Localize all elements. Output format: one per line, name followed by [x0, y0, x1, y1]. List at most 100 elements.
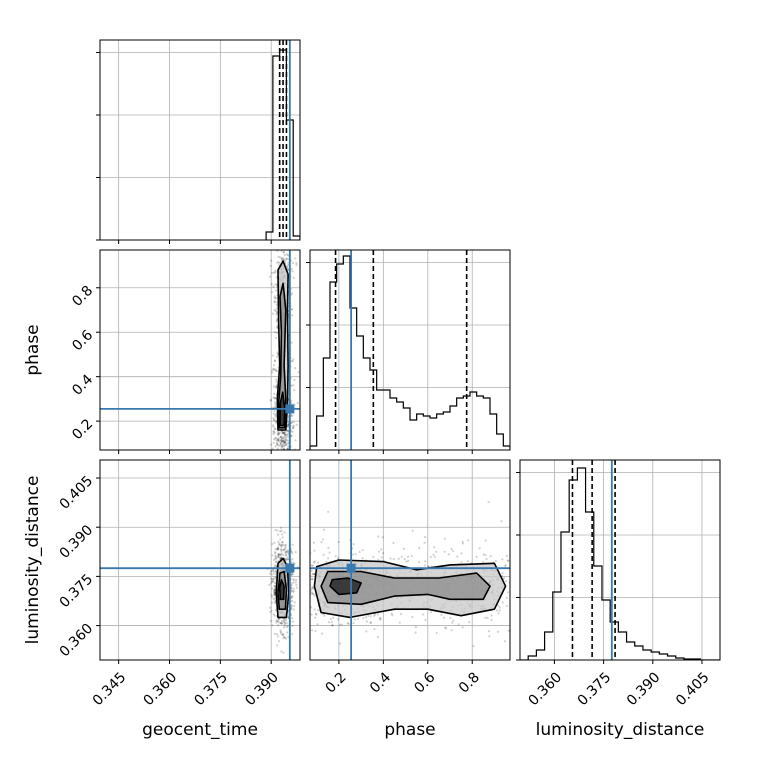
scatter-point: [311, 578, 314, 581]
panel-content: [100, 460, 300, 660]
scatter-point: [274, 336, 278, 340]
scatter-point: [279, 435, 282, 439]
scatter-point: [281, 543, 284, 546]
truth-marker: [346, 563, 356, 573]
scatter-point: [286, 558, 289, 561]
scatter-point: [281, 439, 284, 443]
scatter-point: [271, 542, 274, 546]
scatter-point: [347, 622, 350, 625]
scatter-point: [377, 535, 380, 538]
scatter-point: [311, 592, 314, 595]
scatter-point: [485, 557, 488, 561]
scatter-point: [505, 554, 508, 558]
scatter-point: [276, 325, 279, 328]
scatter-point: [273, 592, 276, 595]
scatter-point: [380, 556, 383, 559]
scatter-point: [273, 331, 277, 334]
scatter-point: [278, 543, 281, 546]
scatter-point: [414, 626, 417, 629]
scatter-point: [273, 419, 276, 422]
scatter-point: [278, 554, 281, 557]
scatter-point: [281, 431, 285, 434]
scatter-point: [451, 549, 455, 553]
scatter-point: [484, 616, 487, 619]
scatter-point: [285, 558, 288, 561]
scatter-point: [270, 443, 273, 446]
scatter-point: [275, 331, 279, 334]
scatter-point: [282, 251, 285, 254]
scatter-point: [275, 313, 278, 316]
scatter-point: [287, 435, 290, 438]
scatter-point: [290, 573, 293, 576]
scatter-point: [275, 303, 278, 306]
scatter-point: [276, 438, 279, 441]
scatter-point: [496, 630, 500, 633]
scatter-point: [292, 587, 295, 590]
scatter-point: [443, 537, 446, 540]
scatter-point: [284, 551, 287, 554]
scatter-point: [272, 558, 276, 561]
panel-content: [310, 250, 510, 450]
scatter-point: [273, 431, 276, 434]
scatter-point: [424, 618, 427, 622]
scatter-point: [272, 385, 275, 388]
scatter-point: [286, 429, 289, 433]
scatter-point: [297, 371, 300, 374]
scatter-point: [277, 640, 281, 643]
scatter-point: [275, 621, 278, 624]
scatter-point: [280, 541, 284, 544]
scatter-point: [457, 623, 460, 626]
scatter-point: [269, 610, 272, 614]
scatter-point: [277, 439, 280, 442]
scatter-point: [284, 434, 288, 437]
scatter-point: [337, 556, 340, 559]
scatter-point: [275, 420, 278, 423]
scatter-point: [275, 560, 278, 563]
scatter-point: [472, 644, 475, 648]
scatter-point: [271, 312, 275, 315]
scatter-point: [284, 553, 287, 556]
scatter-point: [282, 432, 286, 435]
scatter-point: [275, 318, 279, 321]
scatter-point: [271, 624, 274, 627]
scatter-point: [274, 427, 277, 430]
scatter-point: [274, 445, 277, 448]
scatter-point: [313, 594, 316, 597]
scatter-point: [279, 629, 282, 632]
scatter-point: [282, 553, 285, 557]
scatter-point: [316, 623, 319, 626]
scatter-point: [292, 276, 296, 280]
scatter-point: [269, 619, 273, 623]
scatter-point: [478, 547, 481, 550]
scatter-point: [281, 633, 284, 636]
scatter-point: [270, 259, 273, 262]
scatter-point: [334, 555, 337, 558]
scatter-point: [276, 326, 279, 329]
scatter-point: [279, 556, 282, 560]
scatter-point: [284, 437, 287, 440]
scatter-point: [275, 380, 278, 383]
scatter-point: [284, 441, 287, 445]
scatter-point: [487, 500, 490, 504]
scatter-point: [276, 529, 279, 532]
scatter-point: [486, 616, 489, 619]
panel-frame: [99, 249, 301, 451]
scatter-point: [315, 613, 318, 616]
scatter-point: [506, 559, 509, 562]
scatter-point: [280, 529, 283, 533]
scatter-point: [286, 447, 290, 450]
scatter-point: [373, 627, 376, 631]
scatter-point: [277, 437, 280, 440]
scatter-point: [272, 597, 275, 600]
scatter-point: [312, 592, 315, 596]
scatter-point: [273, 297, 277, 300]
scatter-point: [285, 554, 288, 557]
scatter-point: [275, 320, 278, 323]
scatter-point: [269, 572, 272, 575]
panel-phase-vs-phase: [306, 249, 511, 454]
scatter-point: [352, 622, 355, 625]
scatter-point: [295, 261, 298, 265]
scatter-point: [498, 609, 501, 612]
scatter-point: [294, 257, 297, 260]
